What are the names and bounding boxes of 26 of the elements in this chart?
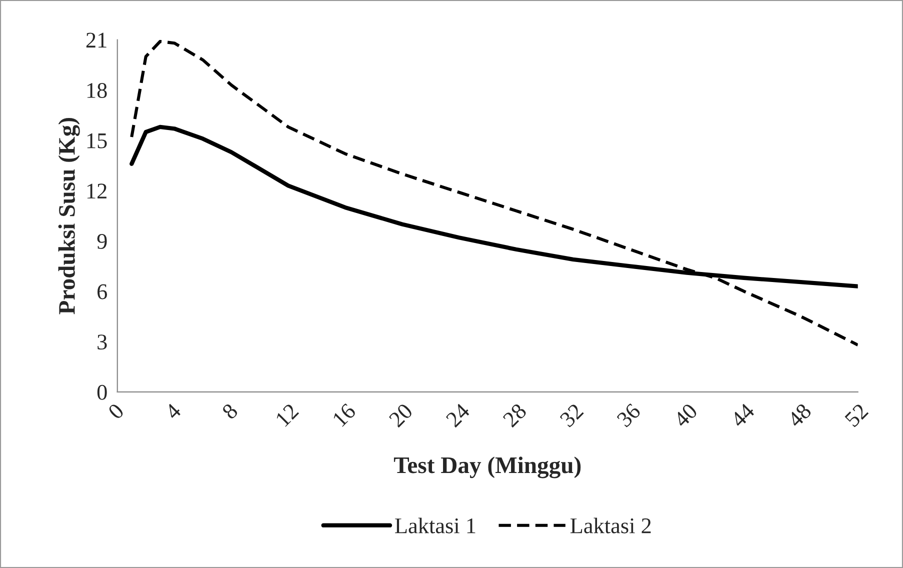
y-tick-label: 21 [86, 32, 106, 48]
y-tick-label: 15 [87, 133, 107, 148]
x-tick-label: 36 [616, 402, 642, 428]
line-series [130, 40, 858, 346]
y-tick-label: 9 [97, 234, 107, 249]
x-tick-label: 4 [164, 402, 182, 420]
y-tick-label: 3 [98, 334, 107, 350]
y-tick-label: 18 [87, 83, 107, 98]
y-axis-title: Produksi Susu (Kg) [58, 118, 80, 314]
x-tick-label: 44 [730, 402, 756, 428]
x-tick-label: 20 [388, 402, 414, 428]
y-tick-label: 12 [87, 184, 106, 198]
x-tick-label: 16 [332, 402, 357, 428]
x-tick-label: 24 [445, 402, 471, 428]
x-tick-label: 8 [221, 402, 239, 420]
x-tick-label: 32 [559, 403, 584, 428]
x-axis-title: Test Day (Minggu) [394, 456, 581, 478]
x-tick-label: 52 [844, 403, 869, 428]
y-tick-label: 0 [97, 384, 107, 400]
x-tick-label: 12 [275, 403, 300, 427]
x-tick-label: 48 [786, 402, 812, 428]
y-tick-label: 6 [98, 284, 108, 300]
x-tick-label: 40 [672, 402, 698, 428]
legend-label: Laktasi 1 [395, 518, 476, 534]
x-tick-label: 28 [502, 402, 528, 428]
legend-label: Laktasi 2 [570, 518, 651, 534]
